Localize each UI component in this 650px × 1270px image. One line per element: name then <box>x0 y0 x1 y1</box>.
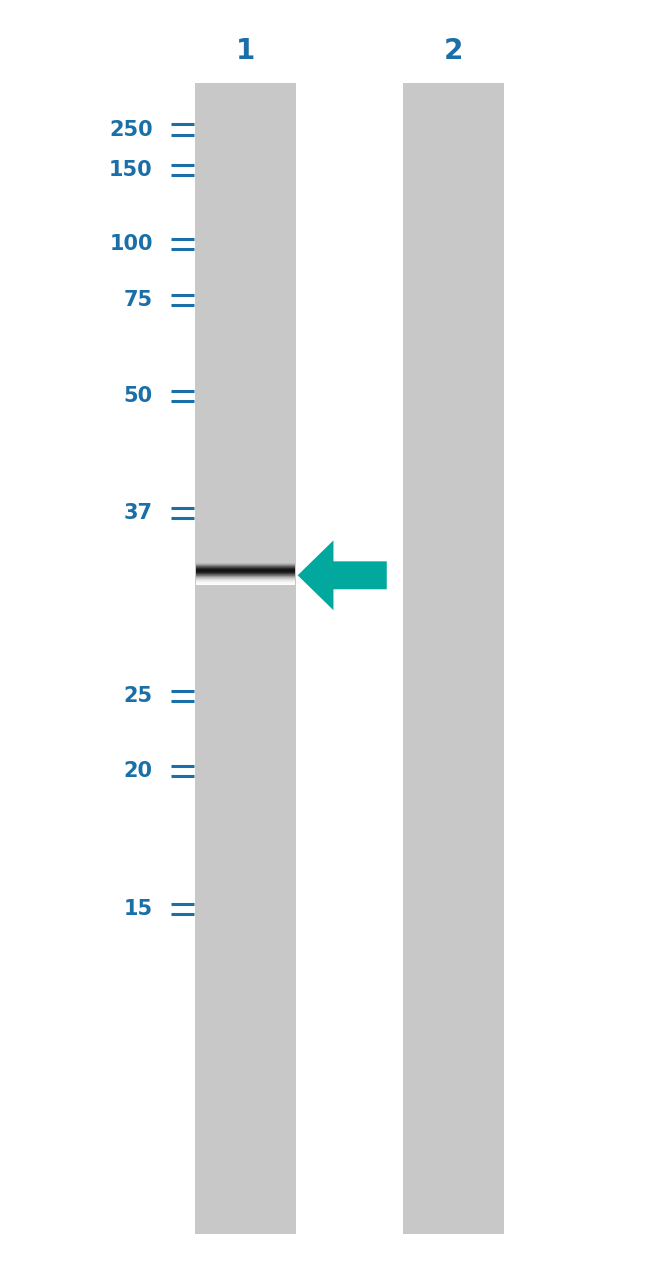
Bar <box>195 83 296 1234</box>
Text: 2: 2 <box>444 37 463 65</box>
Bar <box>403 83 504 1234</box>
Text: 250: 250 <box>109 119 153 140</box>
FancyArrow shape <box>298 541 387 610</box>
Text: 25: 25 <box>124 686 153 706</box>
Text: 15: 15 <box>124 899 153 919</box>
Text: 37: 37 <box>124 503 153 523</box>
Text: 100: 100 <box>109 234 153 254</box>
Text: 20: 20 <box>124 761 153 781</box>
Text: 150: 150 <box>109 160 153 180</box>
Text: 50: 50 <box>124 386 153 406</box>
Text: 1: 1 <box>236 37 255 65</box>
Text: 75: 75 <box>124 290 153 310</box>
